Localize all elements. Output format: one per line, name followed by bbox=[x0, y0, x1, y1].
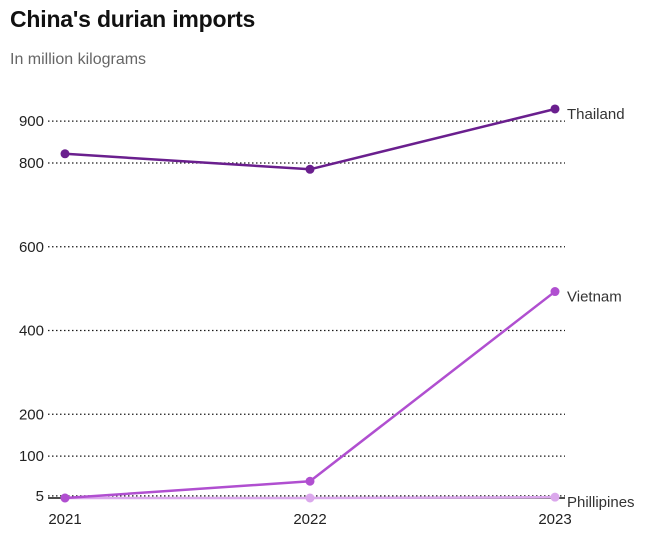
x-tick-label: 2021 bbox=[48, 511, 81, 528]
x-axis-ticks: 2021 2022 2023 bbox=[48, 511, 571, 528]
grid-lines bbox=[48, 120, 565, 497]
data-point bbox=[550, 492, 560, 502]
x-tick-label: 2023 bbox=[538, 511, 571, 528]
data-point bbox=[550, 287, 560, 297]
y-tick-label: 400 bbox=[19, 323, 44, 340]
series-label: Thailand bbox=[567, 106, 625, 123]
series-line bbox=[63, 107, 557, 171]
x-tick-label: 2022 bbox=[293, 511, 326, 528]
data-point bbox=[305, 164, 315, 174]
data-point bbox=[305, 476, 315, 486]
y-axis-ticks: 5 100 200 400 600 800 900 bbox=[19, 113, 44, 505]
series-line bbox=[63, 290, 557, 500]
series-label: Vietnam bbox=[567, 289, 622, 306]
chart-title: China's durian imports bbox=[10, 6, 256, 32]
series-labels: Phillipines Vietnam Thailand bbox=[567, 106, 635, 511]
y-tick-label: 5 bbox=[36, 488, 44, 505]
series bbox=[60, 104, 560, 503]
data-point bbox=[305, 493, 315, 503]
data-point bbox=[550, 104, 560, 114]
y-tick-label: 100 bbox=[19, 448, 44, 465]
data-point bbox=[60, 493, 70, 503]
data-point bbox=[60, 149, 70, 159]
y-tick-label: 900 bbox=[19, 113, 44, 130]
y-tick-label: 200 bbox=[19, 406, 44, 423]
chart-subtitle: In million kilograms bbox=[10, 51, 147, 68]
y-tick-label: 800 bbox=[19, 155, 44, 172]
y-tick-label: 600 bbox=[19, 239, 44, 256]
series-label: Phillipines bbox=[567, 494, 635, 511]
